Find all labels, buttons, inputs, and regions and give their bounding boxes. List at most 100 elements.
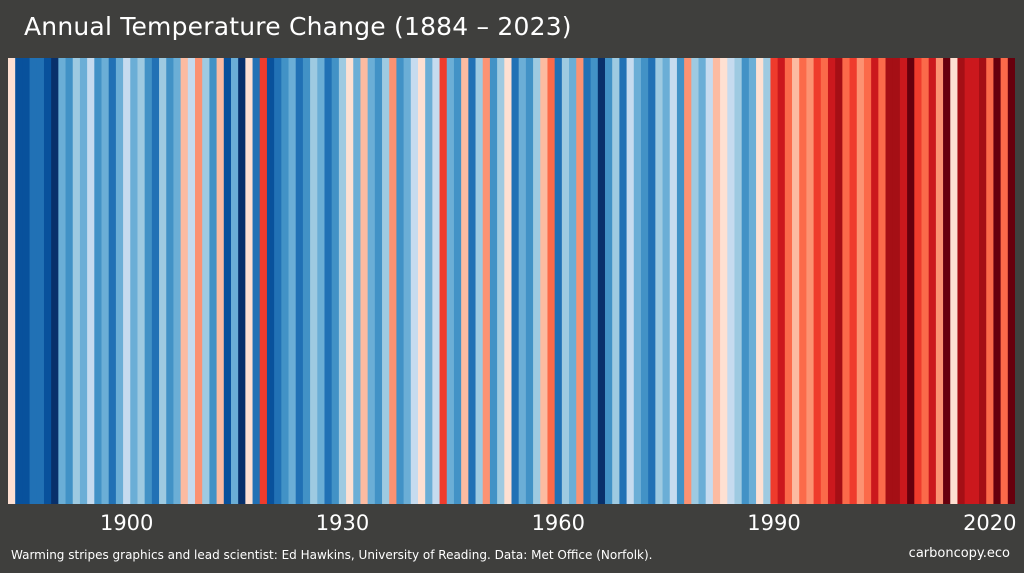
stripe-2014 (943, 58, 951, 504)
stripe-1941 (417, 58, 426, 504)
stripe-1919 (259, 58, 268, 504)
x-tick-label: 2020 (963, 511, 1017, 535)
stripe-1888 (36, 58, 45, 504)
stripe-1940 (410, 58, 419, 504)
stripe-2016 (957, 58, 966, 504)
stripe-1959 (547, 58, 556, 504)
stripe-1934 (367, 58, 376, 504)
stripe-1929 (331, 58, 340, 504)
stripe-1960 (554, 58, 563, 504)
stripe-1920 (266, 58, 275, 504)
stripe-1902 (137, 58, 146, 504)
stripe-2021 (993, 58, 1002, 504)
stripe-1958 (540, 58, 549, 504)
stripe-2004 (871, 58, 879, 504)
stripe-1909 (187, 58, 196, 504)
stripe-1980 (698, 58, 707, 504)
stripe-1942 (425, 58, 433, 504)
stripe-1967 (605, 58, 613, 504)
stripe-1985 (734, 58, 743, 504)
stripe-1978 (684, 58, 692, 504)
stripe-1927 (317, 58, 326, 504)
stripe-1948 (468, 58, 477, 504)
stripe-1956 (525, 58, 534, 504)
stripe-1979 (691, 58, 700, 504)
stripe-1912 (209, 58, 218, 504)
stripe-1894 (79, 58, 88, 504)
stripe-1917 (245, 58, 254, 504)
stripe-1943 (432, 58, 441, 504)
stripe-1918 (252, 58, 261, 504)
stripe-1904 (151, 58, 160, 504)
stripe-1983 (720, 58, 728, 504)
stripe-1922 (281, 58, 290, 504)
stripe-1984 (727, 58, 736, 504)
stripe-1924 (295, 58, 304, 504)
stripe-1955 (518, 58, 527, 504)
stripe-1989 (763, 58, 772, 504)
stripe-1990 (770, 58, 779, 504)
stripe-1998 (827, 58, 836, 504)
stripe-1999 (835, 58, 843, 504)
stripe-2008 (899, 58, 908, 504)
stripe-1937 (389, 58, 398, 504)
stripe-1928 (324, 58, 333, 504)
stripe-2019 (979, 58, 987, 504)
stripe-2003 (863, 58, 872, 504)
stripe-2020 (986, 58, 995, 504)
stripe-2015 (950, 58, 959, 504)
stripe-1995 (806, 58, 815, 504)
stripe-1961 (561, 58, 570, 504)
x-tick-label: 1990 (747, 511, 801, 535)
stripe-1993 (792, 58, 800, 504)
stripe-2013 (935, 58, 944, 504)
stripe-1906 (166, 58, 175, 504)
stripe-1898 (108, 58, 117, 504)
stripe-1992 (784, 58, 793, 504)
stripe-1905 (159, 58, 167, 504)
stripe-1988 (756, 58, 764, 504)
stripe-1944 (439, 58, 448, 504)
x-tick-label: 1960 (531, 511, 586, 535)
stripe-1954 (511, 58, 520, 504)
stripe-2010 (914, 58, 923, 504)
stripe-1973 (648, 58, 656, 504)
stripe-1900 (123, 58, 131, 504)
stripe-1953 (504, 58, 513, 504)
stripe-1951 (489, 58, 498, 504)
stripe-1892 (65, 58, 74, 504)
stripe-1949 (475, 58, 484, 504)
stripe-1908 (180, 58, 189, 504)
stripe-1936 (382, 58, 390, 504)
stripe-1914 (223, 58, 232, 504)
stripe-1957 (533, 58, 541, 504)
stripe-1996 (813, 58, 822, 504)
stripe-1946 (453, 58, 462, 504)
stripe-1975 (662, 58, 671, 504)
stripe-1932 (353, 58, 362, 504)
stripe-1899 (115, 58, 124, 504)
stripe-1933 (360, 58, 369, 504)
stripe-1915 (230, 58, 239, 504)
stripe-1885 (15, 58, 23, 504)
x-tick-label: 1930 (315, 511, 370, 535)
stripe-1886 (22, 58, 31, 504)
stripe-1987 (748, 58, 757, 504)
stripe-1963 (576, 58, 585, 504)
stripe-1981 (705, 58, 714, 504)
stripe-1913 (216, 58, 225, 504)
stripe-1939 (403, 58, 412, 504)
stripe-2011 (921, 58, 930, 504)
stripe-1907 (173, 58, 182, 504)
stripe-1994 (799, 58, 808, 504)
stripe-2006 (885, 58, 894, 504)
stripe-2002 (856, 58, 865, 504)
stripe-1895 (87, 58, 95, 504)
chart-title: Annual Temperature Change (1884 – 2023) (24, 12, 572, 41)
stripe-1925 (302, 58, 311, 504)
stripe-1897 (101, 58, 110, 504)
stripe-1926 (310, 58, 318, 504)
stripe-1889 (43, 58, 52, 504)
stripe-1910 (195, 58, 203, 504)
